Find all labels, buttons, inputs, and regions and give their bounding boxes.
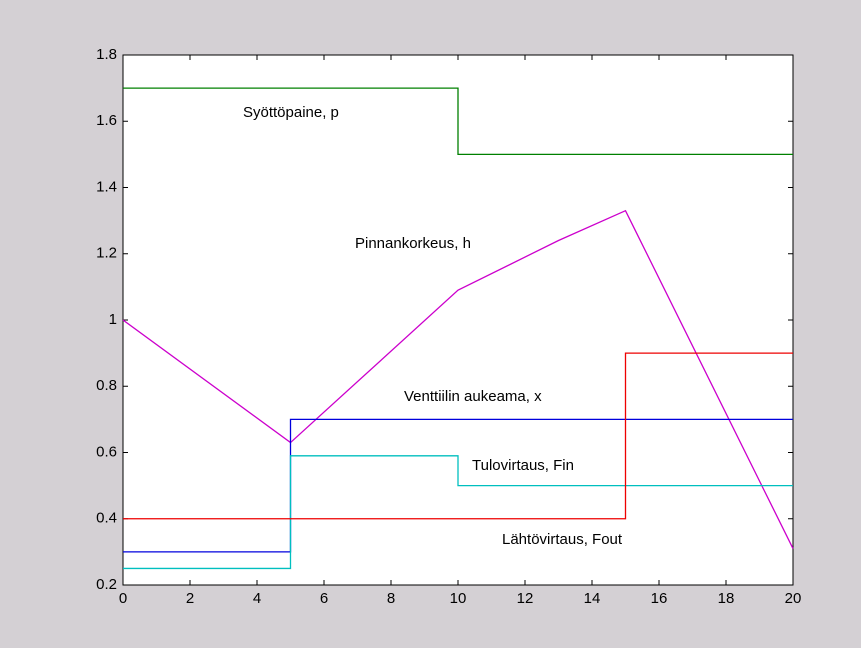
series-line [123,87,793,156]
y-tick-label: 1.6 [96,112,117,129]
series-line [122,209,794,549]
x-tick-label: 16 [651,590,668,607]
x-tick-label: 18 [718,590,735,607]
x-tick-label: 2 [186,590,194,607]
y-tick-label: 1.4 [96,178,117,195]
x-tick-label: 20 [785,590,802,607]
x-tick-label: 4 [253,590,261,607]
series-label: Lähtövirtaus, Fout [502,531,623,548]
series-label: Syöttöpaine, p [243,104,339,121]
y-tick-label: 0.6 [96,443,117,460]
x-tick-label: 8 [387,590,395,607]
y-tick-label: 1.8 [96,46,117,63]
x-tick-label: 0 [119,590,127,607]
x-tick-label: 10 [450,590,467,607]
x-tick-label: 12 [517,590,534,607]
y-tick-label: 0.8 [96,377,117,394]
series-label: Venttiilin aukeama, x [404,388,542,405]
series-line [123,455,793,570]
y-tick-label: 0.2 [96,576,117,593]
series-line [123,352,793,520]
y-tick-label: 0.4 [96,510,117,527]
y-tick-label: 1.2 [96,245,117,262]
series-label: Pinnankorkeus, h [355,235,471,252]
x-tick-label: 6 [320,590,328,607]
y-tick-label: 1 [109,311,117,328]
x-tick-label: 14 [584,590,601,607]
series-label: Tulovirtaus, Fin [472,457,574,474]
